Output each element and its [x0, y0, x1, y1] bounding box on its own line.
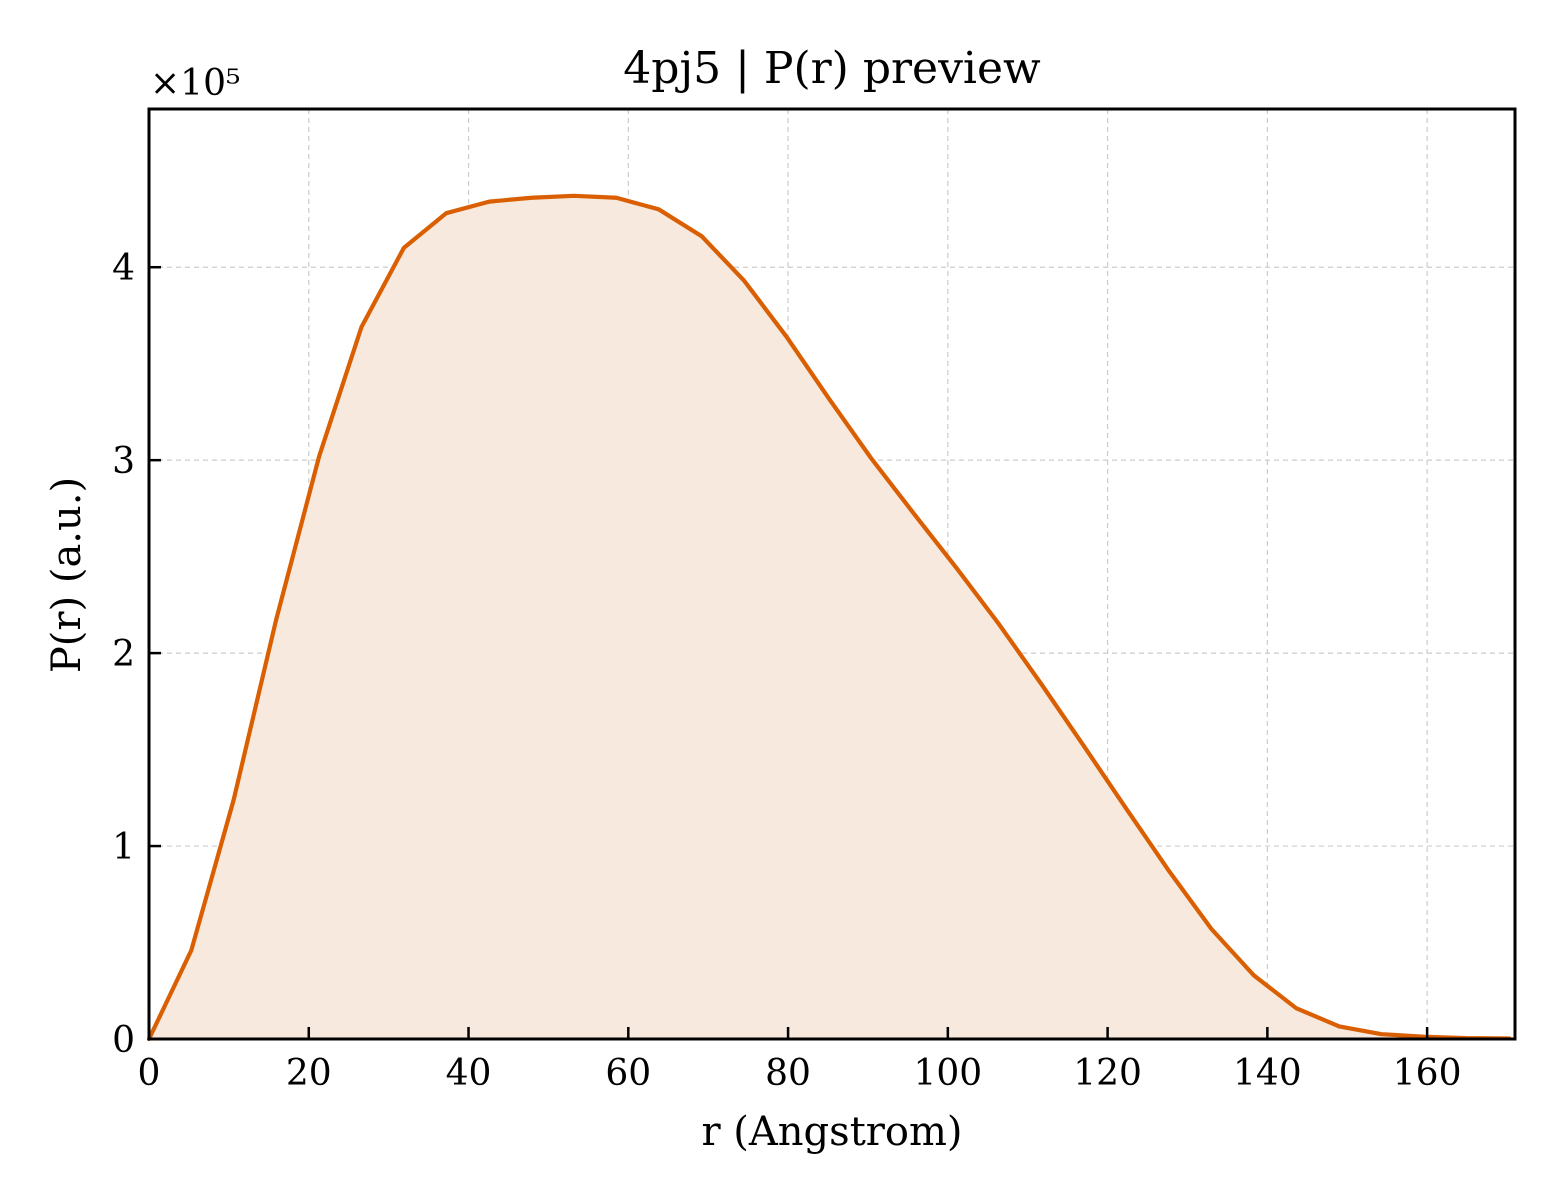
x-tick-label: 160 [1393, 1053, 1462, 1094]
y-tick-label: 2 [112, 634, 135, 675]
y-scale-label: ×10⁵ [150, 63, 240, 104]
y-axis-label: P(r) (a.u.) [44, 477, 90, 673]
x-tick-label: 20 [286, 1053, 332, 1094]
y-tick-label: 1 [112, 827, 135, 868]
tick-layer [147, 265, 1429, 1041]
y-tick-label: 0 [112, 1020, 135, 1061]
plot-frame [147, 107, 1517, 1041]
x-tick-label: 100 [913, 1053, 982, 1094]
x-tick-label: 140 [1233, 1053, 1302, 1094]
label-layer: 0 20 40 60 80 100 120 140 160 0 1 2 3 4 [112, 248, 1461, 1094]
series-area-fill [149, 195, 1510, 1039]
x-axis-label: r (Angstrom) [701, 1109, 962, 1155]
x-tick-label: 40 [446, 1053, 492, 1094]
x-tick-label: 120 [1073, 1053, 1142, 1094]
series-line [146, 193, 1512, 1042]
y-tick-label: 3 [112, 441, 135, 482]
x-tick-label: 0 [138, 1053, 161, 1094]
x-tick-label: 60 [605, 1053, 651, 1094]
chart-title: 4pj5 | P(r) preview [623, 43, 1041, 94]
x-tick-label: 80 [765, 1053, 811, 1094]
y-tick-label: 4 [112, 248, 135, 289]
